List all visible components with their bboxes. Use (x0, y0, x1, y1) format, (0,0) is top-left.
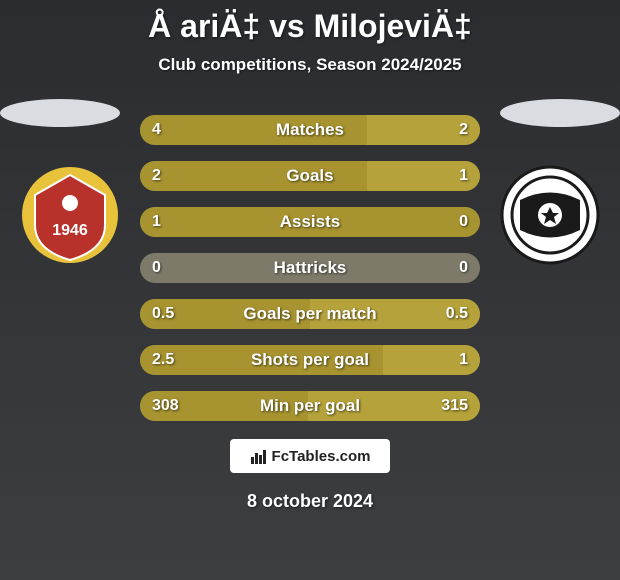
team-right-crest (500, 165, 600, 265)
date-label: 8 october 2024 (0, 491, 620, 512)
team-left-crest: 1946 (20, 165, 120, 265)
stat-row: 42Matches (140, 115, 480, 145)
chart-icon (250, 447, 268, 465)
stat-label: Hattricks (140, 253, 480, 283)
stat-label: Goals (140, 161, 480, 191)
stat-row: 0.50.5Goals per match (140, 299, 480, 329)
stat-label: Matches (140, 115, 480, 145)
stat-label: Goals per match (140, 299, 480, 329)
stat-label: Assists (140, 207, 480, 237)
stat-row: 10Assists (140, 207, 480, 237)
subtitle: Club competitions, Season 2024/2025 (0, 55, 620, 75)
stat-row: 21Goals (140, 161, 480, 191)
shadow-ellipse-right (500, 99, 620, 127)
shadow-ellipse-left (0, 99, 120, 127)
source-badge: FcTables.com (230, 439, 390, 473)
stat-row: 00Hattricks (140, 253, 480, 283)
stat-label: Min per goal (140, 391, 480, 421)
stat-label: Shots per goal (140, 345, 480, 375)
source-label: FcTables.com (272, 448, 371, 465)
page-title: Å ariÄ‡ vs MilojeviÄ‡ (0, 0, 620, 45)
crest-year: 1946 (52, 222, 88, 239)
comparison-panel: 1946 42Matches 21Goals 10Assists 00Hattrick… (0, 115, 620, 512)
stat-rows: 42Matches 21Goals 10Assists 00Hattricks 0.50… (140, 115, 480, 421)
stat-row: 308315Min per goal (140, 391, 480, 421)
stat-row: 2.51Shots per goal (140, 345, 480, 375)
